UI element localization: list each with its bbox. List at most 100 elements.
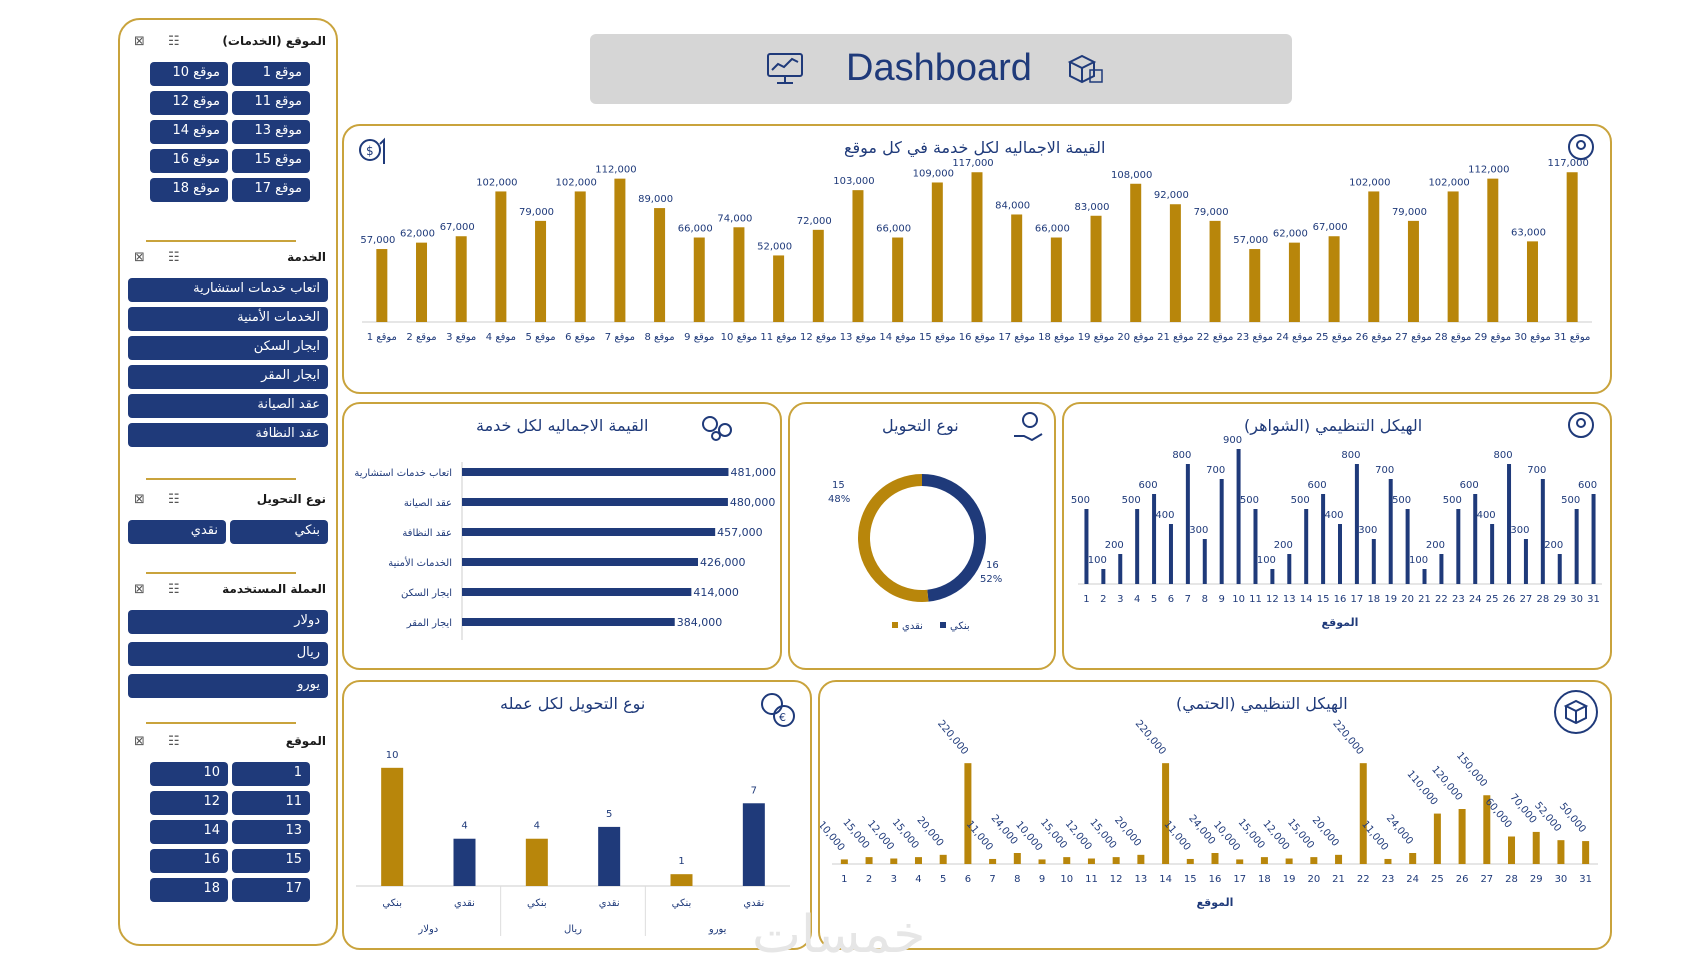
- multi-select-icon[interactable]: ☷: [168, 250, 180, 265]
- slicer-header: الخدمة ☷ ⊠: [128, 248, 328, 270]
- bar: [1013, 853, 1021, 864]
- bar: [1236, 449, 1241, 584]
- bar: [964, 763, 972, 864]
- slicer-item-site[interactable]: 17: [232, 878, 310, 902]
- slicer-header: العملة المستخدمة ☷ ⊠: [128, 580, 328, 602]
- bar: [1084, 509, 1089, 584]
- bar: [1152, 494, 1157, 584]
- slicer-item-site[interactable]: موقع 11: [232, 91, 310, 115]
- slicer-item-site[interactable]: موقع 10: [150, 62, 228, 86]
- data-label: 600: [1308, 480, 1327, 491]
- data-label: 800: [1172, 450, 1191, 461]
- bar: [462, 468, 729, 476]
- slicer-item-service[interactable]: ايجار السكن: [128, 336, 328, 360]
- bar: [462, 558, 699, 566]
- clear-filter-icon[interactable]: ⊠: [134, 492, 145, 507]
- slicer-item-service[interactable]: ايجار المقر: [128, 365, 328, 389]
- tick-label: موقع 18: [1038, 332, 1075, 343]
- slicer-item-euro[interactable]: يورو: [128, 674, 328, 698]
- slicer-item-site[interactable]: 1: [232, 762, 310, 786]
- tick-label: 5: [1151, 594, 1157, 605]
- tick-label: موقع 24: [1276, 332, 1313, 343]
- slicer-item-site[interactable]: 18: [150, 878, 228, 902]
- multi-select-icon[interactable]: ☷: [168, 34, 180, 49]
- slicer-item-site[interactable]: 11: [232, 791, 310, 815]
- legend-swatch: [940, 622, 946, 628]
- slicer-item-site[interactable]: 14: [150, 820, 228, 844]
- slicer-item-dollar[interactable]: دولار: [128, 610, 328, 634]
- tick-label: موقع 26: [1356, 332, 1393, 343]
- bar: [495, 191, 507, 322]
- tick-label: 11: [1085, 874, 1098, 885]
- multi-select-icon[interactable]: ☷: [168, 734, 180, 749]
- slicer-item-site[interactable]: موقع 13: [232, 120, 310, 144]
- sites-bar-chart: 57,000 موقع 1 62,000 موقع 2 67,000 موقع 3 102,…: [360, 158, 1592, 343]
- data-label: 200: [1105, 540, 1124, 551]
- data-label: 400: [1155, 510, 1174, 521]
- bar: [1409, 853, 1417, 864]
- bar: [742, 803, 765, 886]
- tick-label: 17: [1351, 594, 1364, 605]
- slicer-item-riyal[interactable]: ريال: [128, 642, 328, 666]
- slicer-item-site[interactable]: موقع 1: [232, 62, 310, 86]
- slicer-item-service[interactable]: الخدمات الأمنية: [128, 307, 328, 331]
- data-label: 102,000: [1428, 177, 1469, 188]
- bar: [1447, 191, 1459, 322]
- tick-label: 26: [1456, 874, 1469, 885]
- slicer-item-service[interactable]: اتعاب خدمات استشارية: [128, 278, 328, 302]
- gears-icon: [702, 416, 732, 441]
- bar: [1112, 857, 1120, 864]
- slicer-item-site[interactable]: 10: [150, 762, 228, 786]
- data-label: 500: [1240, 495, 1259, 506]
- monitor-chart-icon: [767, 53, 803, 84]
- bar: [1087, 858, 1095, 864]
- slicer-item-cash[interactable]: نقدي: [128, 520, 226, 544]
- slicer-item-site[interactable]: موقع 17: [232, 178, 310, 202]
- slicer-item-site[interactable]: موقع 16: [150, 149, 228, 173]
- data-label: 24,000: [1186, 813, 1217, 847]
- bar: [733, 227, 745, 322]
- tick-label: 28: [1536, 594, 1549, 605]
- tick-label: 4: [915, 874, 921, 885]
- clear-filter-icon[interactable]: ⊠: [134, 34, 145, 49]
- slicer-item-site[interactable]: موقع 15: [232, 149, 310, 173]
- slicer-item-site[interactable]: موقع 14: [150, 120, 228, 144]
- slicer-item-site[interactable]: 12: [150, 791, 228, 815]
- tick-label: 19: [1384, 594, 1397, 605]
- data-label: 400: [1477, 510, 1496, 521]
- tick-label: ايجار المقر: [406, 618, 452, 629]
- slicer-item-bank[interactable]: بنكي: [230, 520, 328, 544]
- bar: [1101, 569, 1106, 584]
- bar: [1270, 569, 1275, 584]
- slicer-item-site[interactable]: 15: [232, 849, 310, 873]
- slice-percent: 48%: [828, 494, 850, 505]
- tick-label: 20: [1307, 874, 1320, 885]
- slicer-item-service[interactable]: عقد النظافة: [128, 423, 328, 447]
- clear-filter-icon[interactable]: ⊠: [134, 250, 145, 265]
- slicer-item-site[interactable]: موقع 12: [150, 91, 228, 115]
- tick-label: 22: [1357, 874, 1370, 885]
- slicer-item-service[interactable]: عقد الصيانة: [128, 394, 328, 418]
- multi-select-icon[interactable]: ☷: [168, 582, 180, 597]
- slicer-item-site[interactable]: 16: [150, 849, 228, 873]
- clear-filter-icon[interactable]: ⊠: [134, 734, 145, 749]
- data-label: 66,000: [678, 224, 713, 235]
- bar: [1473, 494, 1478, 584]
- tick-label: 28: [1505, 874, 1518, 885]
- data-label: 66,000: [1035, 224, 1070, 235]
- data-label: 7: [751, 785, 757, 796]
- data-label: 500: [1443, 495, 1462, 506]
- multi-select-icon[interactable]: ☷: [168, 492, 180, 507]
- slicer-item-site[interactable]: موقع 18: [150, 178, 228, 202]
- tick-label: 4: [1134, 594, 1140, 605]
- slicer-item-site[interactable]: 13: [232, 820, 310, 844]
- data-label: 600: [1460, 480, 1479, 491]
- dashboard-title: Dashboard: [846, 47, 1032, 89]
- clear-filter-icon[interactable]: ⊠: [134, 582, 145, 597]
- bar: [1335, 854, 1343, 864]
- data-label: 500: [1291, 495, 1310, 506]
- tick-label: موقع 6: [565, 332, 595, 343]
- tick-label: موقع 1: [367, 332, 397, 343]
- slicer-title: نوع التحويل: [256, 492, 326, 506]
- data-label: 220,000: [935, 718, 970, 757]
